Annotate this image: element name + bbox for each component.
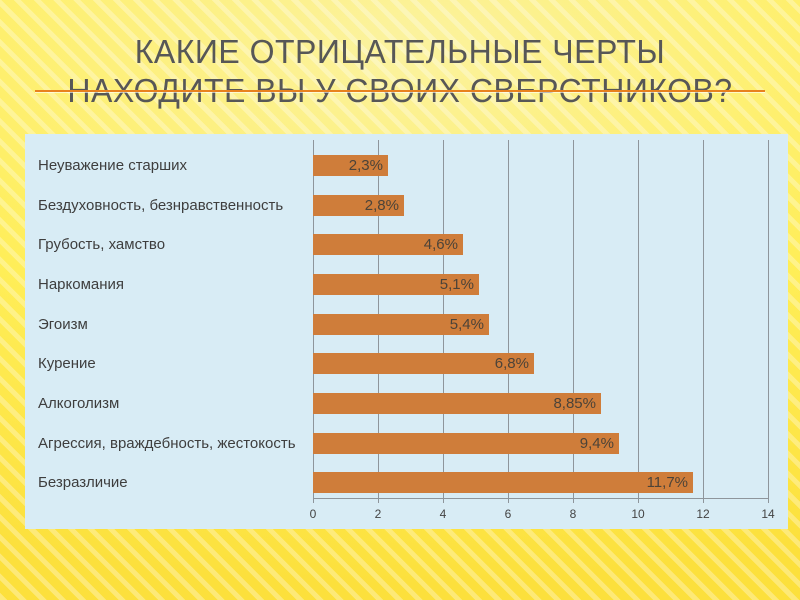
bar-value-label: 5,1% xyxy=(439,276,474,293)
bar: 4,6% xyxy=(313,234,463,255)
gridline xyxy=(508,140,509,498)
gridline xyxy=(638,140,639,498)
bar-value-label: 6,8% xyxy=(494,355,529,372)
category-label: Грубость, хамство xyxy=(38,236,166,253)
x-tick-label: 14 xyxy=(761,507,775,521)
category-label: Безразличие xyxy=(38,474,128,491)
bar: 6,8% xyxy=(313,353,534,374)
gridline xyxy=(768,140,769,498)
x-tick-label: 6 xyxy=(504,507,512,521)
x-tick-label: 12 xyxy=(696,507,710,521)
bar-value-label: 2,8% xyxy=(364,197,399,214)
title-underline xyxy=(35,90,765,92)
bar: 2,3% xyxy=(313,155,388,176)
page-title-line-1: КАКИЕ ОТРИЦАТЕЛЬНЫЕ ЧЕРТЫ xyxy=(134,33,666,71)
page-title: КАКИЕ ОТРИЦАТЕЛЬНЫЕ ЧЕРТЫ НАХОДИТЕ ВЫ У … xyxy=(12,32,788,110)
bar: 5,4% xyxy=(313,314,489,335)
x-tick-label: 2 xyxy=(374,507,382,521)
x-axis-tick xyxy=(443,498,444,503)
bar-value-label: 11,7% xyxy=(646,474,688,491)
bar: 2,8% xyxy=(313,195,404,216)
x-axis-line xyxy=(313,498,768,499)
category-label: Курение xyxy=(38,355,96,372)
category-label: Агрессия, враждебность, жестокость xyxy=(38,435,296,452)
x-axis-tick xyxy=(378,498,379,503)
bar-value-label: 5,4% xyxy=(449,316,484,333)
category-label: Бездуховность, безнравственность xyxy=(38,197,284,214)
x-axis-tick xyxy=(703,498,704,503)
x-tick-label: 8 xyxy=(569,507,577,521)
gridline xyxy=(573,140,574,498)
bar: 5,1% xyxy=(313,274,479,295)
bar: 8,85% xyxy=(313,393,601,414)
bar-value-label: 9,4% xyxy=(579,435,614,452)
x-axis-tick xyxy=(638,498,639,503)
bar-value-label: 4,6% xyxy=(423,236,458,253)
x-tick-label: 0 xyxy=(309,507,317,521)
chart-panel: 0 2 4 6 8 10 12 14 Неуважение старших 2,3% Бездухо… xyxy=(25,134,788,529)
x-axis-tick xyxy=(768,498,769,503)
bar-value-label: 2,3% xyxy=(348,157,383,174)
category-label: Эгоизм xyxy=(38,316,88,333)
bar: 11,7% xyxy=(313,472,693,493)
category-label: Наркомания xyxy=(38,276,125,293)
x-axis-tick xyxy=(313,498,314,503)
bar: 9,4% xyxy=(313,433,619,454)
bar-value-label: 8,85% xyxy=(553,395,596,412)
x-axis-tick xyxy=(508,498,509,503)
x-tick-label: 10 xyxy=(631,507,645,521)
category-label: Алкоголизм xyxy=(38,395,120,412)
x-tick-label: 4 xyxy=(439,507,447,521)
x-axis-tick xyxy=(573,498,574,503)
category-label: Неуважение старших xyxy=(38,157,187,174)
gridline xyxy=(703,140,704,498)
